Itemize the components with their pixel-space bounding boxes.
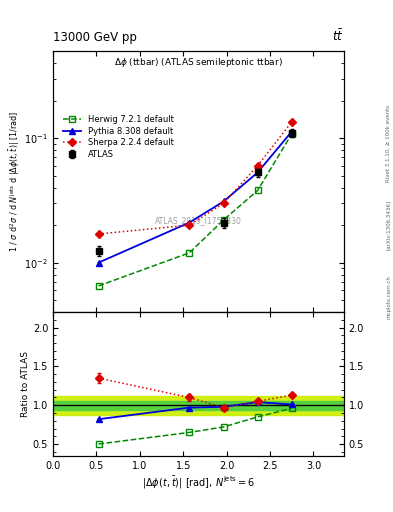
- Herwig 7.2.1 default: [96, 283, 101, 289]
- Text: Rivet 3.1.10, ≥ 100k events: Rivet 3.1.10, ≥ 100k events: [386, 105, 391, 182]
- X-axis label: $|\Delta\phi(t,\bar{t})|$ [rad], $N^{\rm jets}=6$: $|\Delta\phi(t,\bar{t})|$ [rad], $N^{\rm…: [142, 475, 255, 490]
- Herwig 7.2.1 default: [255, 187, 260, 194]
- Text: $t\bar{t}$: $t\bar{t}$: [332, 28, 344, 44]
- Herwig 7.2.1 default: [221, 217, 226, 223]
- Y-axis label: 1 / $\sigma$ d$^2\sigma$ / d $N^{\rm jets}$ d $|\Delta\phi(t,\bar{t})|$ [1/rad]: 1 / $\sigma$ d$^2\sigma$ / d $N^{\rm jet…: [7, 111, 22, 252]
- Text: mcplots.cern.ch: mcplots.cern.ch: [386, 275, 391, 319]
- Sherpa 2.2.4 default: [187, 222, 192, 228]
- Line: Herwig 7.2.1 default: Herwig 7.2.1 default: [95, 131, 295, 289]
- Text: 13000 GeV pp: 13000 GeV pp: [53, 31, 137, 44]
- Sherpa 2.2.4 default: [96, 231, 101, 237]
- Sherpa 2.2.4 default: [255, 163, 260, 169]
- Sherpa 2.2.4 default: [221, 200, 226, 206]
- Pythia 8.308 default: [289, 129, 294, 135]
- Line: Sherpa 2.2.4 default: Sherpa 2.2.4 default: [96, 119, 294, 237]
- Line: Pythia 8.308 default: Pythia 8.308 default: [95, 129, 295, 266]
- Pythia 8.308 default: [187, 220, 192, 226]
- Text: ATLAS_2019_I1750330: ATLAS_2019_I1750330: [155, 217, 242, 225]
- Pythia 8.308 default: [221, 199, 226, 205]
- Pythia 8.308 default: [96, 260, 101, 266]
- Herwig 7.2.1 default: [187, 250, 192, 256]
- Y-axis label: Ratio to ATLAS: Ratio to ATLAS: [21, 351, 30, 417]
- Pythia 8.308 default: [255, 169, 260, 176]
- Legend: Herwig 7.2.1 default, Pythia 8.308 default, Sherpa 2.2.4 default, ATLAS: Herwig 7.2.1 default, Pythia 8.308 defau…: [60, 113, 176, 161]
- Text: [arXiv:1306.3436]: [arXiv:1306.3436]: [386, 200, 391, 250]
- Sherpa 2.2.4 default: [289, 119, 294, 125]
- Text: $\Delta\phi$ (ttbar) (ATLAS semileptonic ttbar): $\Delta\phi$ (ttbar) (ATLAS semileptonic…: [114, 56, 283, 70]
- Herwig 7.2.1 default: [289, 131, 294, 137]
